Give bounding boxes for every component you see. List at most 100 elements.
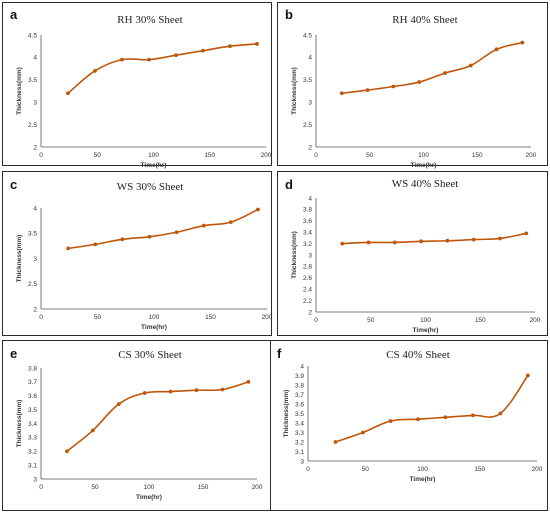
y-tick-label: 2.5 [303, 122, 312, 129]
y-axis-label: Thickness(mm) [283, 390, 290, 438]
y-tick-label: 2.5 [28, 281, 37, 288]
y-tick-label: 4.5 [303, 32, 312, 39]
x-tick-label: 50 [367, 317, 375, 324]
data-point [147, 57, 151, 62]
data-point [66, 91, 70, 96]
data-point [201, 48, 205, 53]
data-point [174, 53, 178, 58]
x-axis-label: Time(hr) [141, 324, 167, 331]
data-point [93, 242, 98, 247]
data-point [333, 440, 338, 444]
panel-letter: a [10, 7, 18, 22]
y-tick-label: 4.5 [28, 32, 37, 39]
data-point [246, 379, 251, 384]
data-point [417, 80, 422, 84]
data-point [365, 88, 370, 93]
data-point [194, 388, 199, 393]
x-tick-label: 150 [472, 152, 483, 159]
chart-title: RH 40% Sheet [392, 14, 457, 26]
data-point [228, 44, 232, 49]
y-tick-label: 4 [33, 55, 37, 62]
data-point [201, 223, 206, 228]
y-tick-label: 3 [33, 100, 37, 107]
x-tick-label: 150 [204, 152, 215, 159]
x-axis-label: Time(hr) [410, 476, 436, 483]
x-tick-label: 0 [314, 317, 318, 324]
y-tick-label: 3.5 [303, 77, 312, 84]
panel-letter: d [285, 177, 293, 192]
y-tick-label: 3.4 [303, 230, 312, 237]
y-tick-label: 2.6 [303, 275, 312, 282]
chart-title: CS 40% Sheet [386, 349, 450, 361]
x-tick-label: 50 [91, 484, 99, 491]
data-point [339, 91, 344, 96]
x-tick-label: 200 [261, 152, 272, 159]
data-point [366, 240, 371, 245]
data-point [147, 234, 152, 239]
y-axis-label: Thickness(mm) [16, 400, 23, 448]
y-tick-label: 2 [308, 144, 312, 151]
data-point [470, 413, 475, 418]
y-tick-label: 3.6 [295, 401, 304, 408]
data-point [340, 241, 345, 246]
data-point [255, 42, 259, 46]
x-tick-label: 100 [149, 314, 160, 321]
x-tick-label: 0 [39, 152, 43, 159]
y-tick-label: 3.2 [28, 449, 37, 456]
x-tick-label: 150 [205, 314, 216, 321]
y-axis-label: Thickness(mm) [16, 235, 23, 283]
y-tick-label: 3.5 [28, 77, 37, 84]
data-point [66, 246, 71, 251]
data-point [468, 63, 473, 68]
panel-letter: e [10, 346, 17, 361]
y-tick-label: 3.1 [295, 449, 304, 456]
y-tick-label: 4 [300, 363, 304, 370]
data-point [65, 449, 69, 454]
panel-letter: f [277, 346, 282, 361]
y-tick-label: 3.6 [303, 218, 312, 225]
data-point [494, 47, 499, 52]
series-line [342, 232, 527, 245]
chart-svg-a: a RH 30% Sheet 2 2.5 3 3.5 4 4.5 0 50 100 150 200 Tim… [10, 7, 272, 169]
series-line [335, 375, 529, 443]
chart-title: WS 40% Sheet [392, 178, 459, 190]
y-axis-label: Thickness(mm) [291, 67, 298, 115]
y-tick-label: 3.4 [295, 420, 304, 427]
data-point [174, 230, 179, 235]
chart-svg-f: f CS 40% Sheet 3 3.1 3.2 3.3 3.4 3.5 3.6 3.7 3.8 3.… [277, 346, 543, 483]
y-tick-label: 3.9 [295, 373, 304, 380]
x-tick-label: 200 [262, 314, 273, 321]
data-point [120, 237, 125, 242]
x-tick-label: 50 [362, 466, 370, 473]
y-tick-label: 3.8 [28, 365, 37, 372]
y-tick-label: 3.5 [295, 411, 304, 418]
x-tick-label: 0 [306, 466, 310, 473]
x-tick-label: 0 [39, 314, 43, 321]
y-tick-label: 3.8 [295, 382, 304, 389]
y-tick-label: 3.8 [303, 207, 312, 214]
data-point [520, 40, 525, 45]
chart-title: WS 30% Sheet [117, 181, 184, 193]
x-tick-label: 50 [94, 152, 102, 159]
panel-letter: b [285, 7, 293, 22]
x-tick-label: 200 [532, 466, 543, 473]
x-tick-label: 100 [417, 466, 428, 473]
y-tick-label: 3.2 [303, 241, 312, 248]
y-tick-label: 3.3 [295, 430, 304, 437]
y-tick-label: 3.5 [28, 407, 37, 414]
x-tick-label: 100 [420, 317, 431, 324]
chart-svg-e: e CS 30% Sheet 3 3.1 3.2 3.3 3.4 3.5 3.6 3.7 3.8 0 5… [10, 346, 263, 501]
y-tick-label: 3 [308, 252, 312, 259]
y-tick-label: 3.2 [295, 439, 304, 446]
chart-panel-b: b RH 40% Sheet 2 2.5 3 3.5 4 4.5 0 50 100 150 200 Tim… [277, 2, 548, 169]
x-tick-label: 0 [314, 152, 318, 159]
x-tick-label: 100 [418, 152, 429, 159]
x-tick-label: 200 [530, 317, 541, 324]
y-tick-label: 3.1 [28, 462, 37, 469]
data-point [90, 428, 95, 433]
series-line [68, 208, 259, 250]
data-point [391, 84, 396, 89]
data-point [142, 391, 147, 395]
data-point [256, 207, 260, 212]
y-tick-label: 3 [308, 100, 312, 107]
